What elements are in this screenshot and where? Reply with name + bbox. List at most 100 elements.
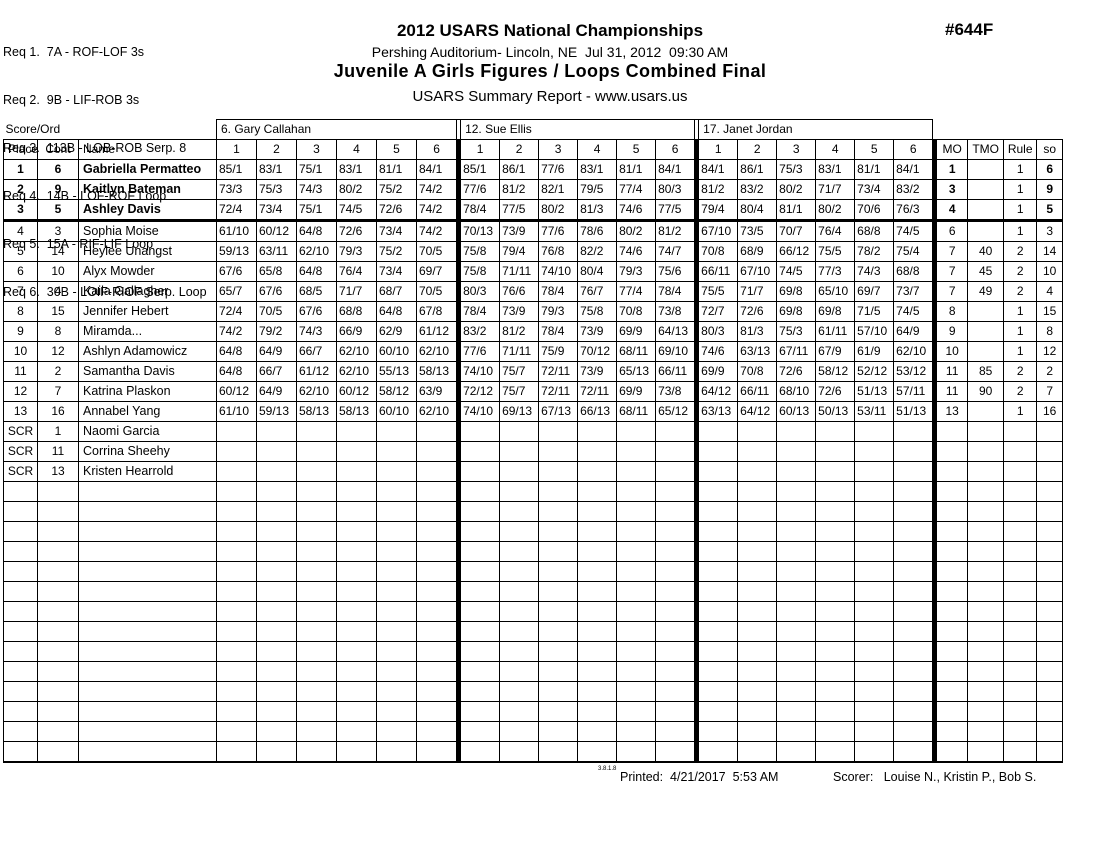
score-cell bbox=[296, 561, 337, 582]
col-header-tmo: TMO bbox=[967, 139, 1005, 160]
skating-order-cell: 12 bbox=[1036, 341, 1064, 362]
score-cell bbox=[815, 421, 856, 442]
skating-order-cell bbox=[1036, 461, 1064, 482]
score-cell: 74/3 bbox=[296, 321, 337, 342]
rule-cell bbox=[1003, 741, 1038, 763]
skating-order-cell: 3 bbox=[1036, 220, 1064, 242]
tmo-cell bbox=[967, 701, 1005, 722]
score-cell: 65/13 bbox=[616, 361, 657, 382]
majority-ordinal-cell: 10 bbox=[936, 341, 969, 362]
score-cell: 81/3 bbox=[737, 321, 778, 342]
score-cell: 63/9 bbox=[415, 381, 458, 402]
score-cell: 74/2 bbox=[415, 179, 458, 200]
score-cell bbox=[854, 421, 895, 442]
col-header-so: so bbox=[1036, 139, 1064, 160]
score-cell: 64/8 bbox=[296, 220, 337, 242]
score-cell: 67/9 bbox=[815, 341, 856, 362]
score-cell bbox=[577, 421, 618, 442]
tmo-cell bbox=[967, 441, 1005, 462]
score-cell: 83/2 bbox=[460, 321, 501, 342]
rule-cell bbox=[1003, 641, 1038, 662]
contestant-number-cell: 4 bbox=[37, 281, 79, 302]
score-cell: 69/8 bbox=[815, 301, 856, 322]
majority-ordinal-cell: 7 bbox=[936, 241, 969, 262]
score-cell: 84/1 bbox=[893, 159, 934, 180]
score-cell: 75/3 bbox=[256, 179, 297, 200]
score-cell bbox=[216, 621, 257, 642]
score-cell bbox=[296, 481, 337, 502]
score-cell: 65/8 bbox=[256, 261, 297, 282]
table-row: 13 16 Annabel Yang 61/10 59/13 58/13 58/13 60/1… bbox=[3, 401, 1064, 422]
score-cell bbox=[499, 661, 540, 682]
col-header-score: 3 bbox=[776, 139, 817, 160]
score-cell: 81/2 bbox=[655, 220, 696, 242]
score-cell bbox=[256, 741, 297, 763]
score-cell: 75/4 bbox=[893, 241, 934, 262]
rule-cell: 1 bbox=[1003, 341, 1038, 362]
score-cell bbox=[698, 581, 739, 602]
score-cell: 74/5 bbox=[336, 199, 377, 222]
tmo-cell bbox=[967, 581, 1005, 602]
score-cell: 51/13 bbox=[854, 381, 895, 402]
score-cell bbox=[256, 661, 297, 682]
score-cell bbox=[776, 621, 817, 642]
tmo-cell bbox=[967, 521, 1005, 542]
score-cell: 67/13 bbox=[538, 401, 579, 422]
score-cell bbox=[815, 641, 856, 662]
score-cell bbox=[538, 461, 579, 482]
skater-name-cell: Ashlyn Adamowicz bbox=[78, 341, 217, 362]
skating-order-cell bbox=[1036, 641, 1064, 662]
score-cell: 72/7 bbox=[698, 301, 739, 322]
score-cell: 67/6 bbox=[216, 261, 257, 282]
place-cell: SCR bbox=[3, 421, 38, 442]
score-cell: 74/10 bbox=[460, 401, 501, 422]
score-cell: 74/2 bbox=[216, 321, 257, 342]
score-cell bbox=[415, 721, 458, 742]
score-cell bbox=[616, 501, 657, 522]
score-cell: 69/9 bbox=[698, 361, 739, 382]
skating-order-cell bbox=[1036, 621, 1064, 642]
score-cell: 84/1 bbox=[415, 159, 458, 180]
tmo-cell bbox=[967, 301, 1005, 322]
score-cell: 71/7 bbox=[336, 281, 377, 302]
score-cell: 80/3 bbox=[698, 321, 739, 342]
venue-date-line: Pershing Auditorium- Lincoln, NE Jul 31,… bbox=[371, 44, 729, 60]
place-cell bbox=[3, 621, 38, 642]
score-cell bbox=[737, 581, 778, 602]
score-cell bbox=[577, 481, 618, 502]
contestant-number-cell bbox=[37, 581, 79, 602]
score-cell bbox=[698, 421, 739, 442]
score-cell bbox=[499, 501, 540, 522]
skating-order-cell bbox=[1036, 721, 1064, 742]
score-cell: 80/2 bbox=[336, 179, 377, 200]
score-cell: 83/1 bbox=[336, 159, 377, 180]
judge-header: 12. Sue Ellis bbox=[460, 119, 696, 140]
score-cell: 68/10 bbox=[776, 381, 817, 402]
skater-name-cell bbox=[78, 561, 217, 582]
score-cell bbox=[854, 581, 895, 602]
score-cell bbox=[460, 681, 501, 702]
score-ord-label: Score/Ord bbox=[3, 119, 217, 140]
skater-name-cell bbox=[78, 701, 217, 722]
score-cell: 83/1 bbox=[815, 159, 856, 180]
score-cell bbox=[616, 641, 657, 662]
score-cell bbox=[616, 621, 657, 642]
score-cell: 78/4 bbox=[460, 301, 501, 322]
score-cell bbox=[737, 601, 778, 622]
score-cell: 76/6 bbox=[499, 281, 540, 302]
score-cell: 63/13 bbox=[737, 341, 778, 362]
place-cell: 3 bbox=[3, 199, 38, 222]
score-cell: 70/6 bbox=[854, 199, 895, 222]
score-cell: 73/8 bbox=[655, 381, 696, 402]
skating-order-cell bbox=[1036, 501, 1064, 522]
tmo-cell: 85 bbox=[967, 361, 1005, 382]
score-cell: 75/8 bbox=[577, 301, 618, 322]
page-title: 2012 USARS National Championships bbox=[396, 21, 704, 40]
place-cell bbox=[3, 681, 38, 702]
score-cell: 78/6 bbox=[577, 220, 618, 242]
score-cell: 70/5 bbox=[256, 301, 297, 322]
score-cell bbox=[776, 741, 817, 763]
table-row bbox=[3, 601, 1064, 622]
score-cell bbox=[893, 621, 934, 642]
score-cell bbox=[577, 461, 618, 482]
